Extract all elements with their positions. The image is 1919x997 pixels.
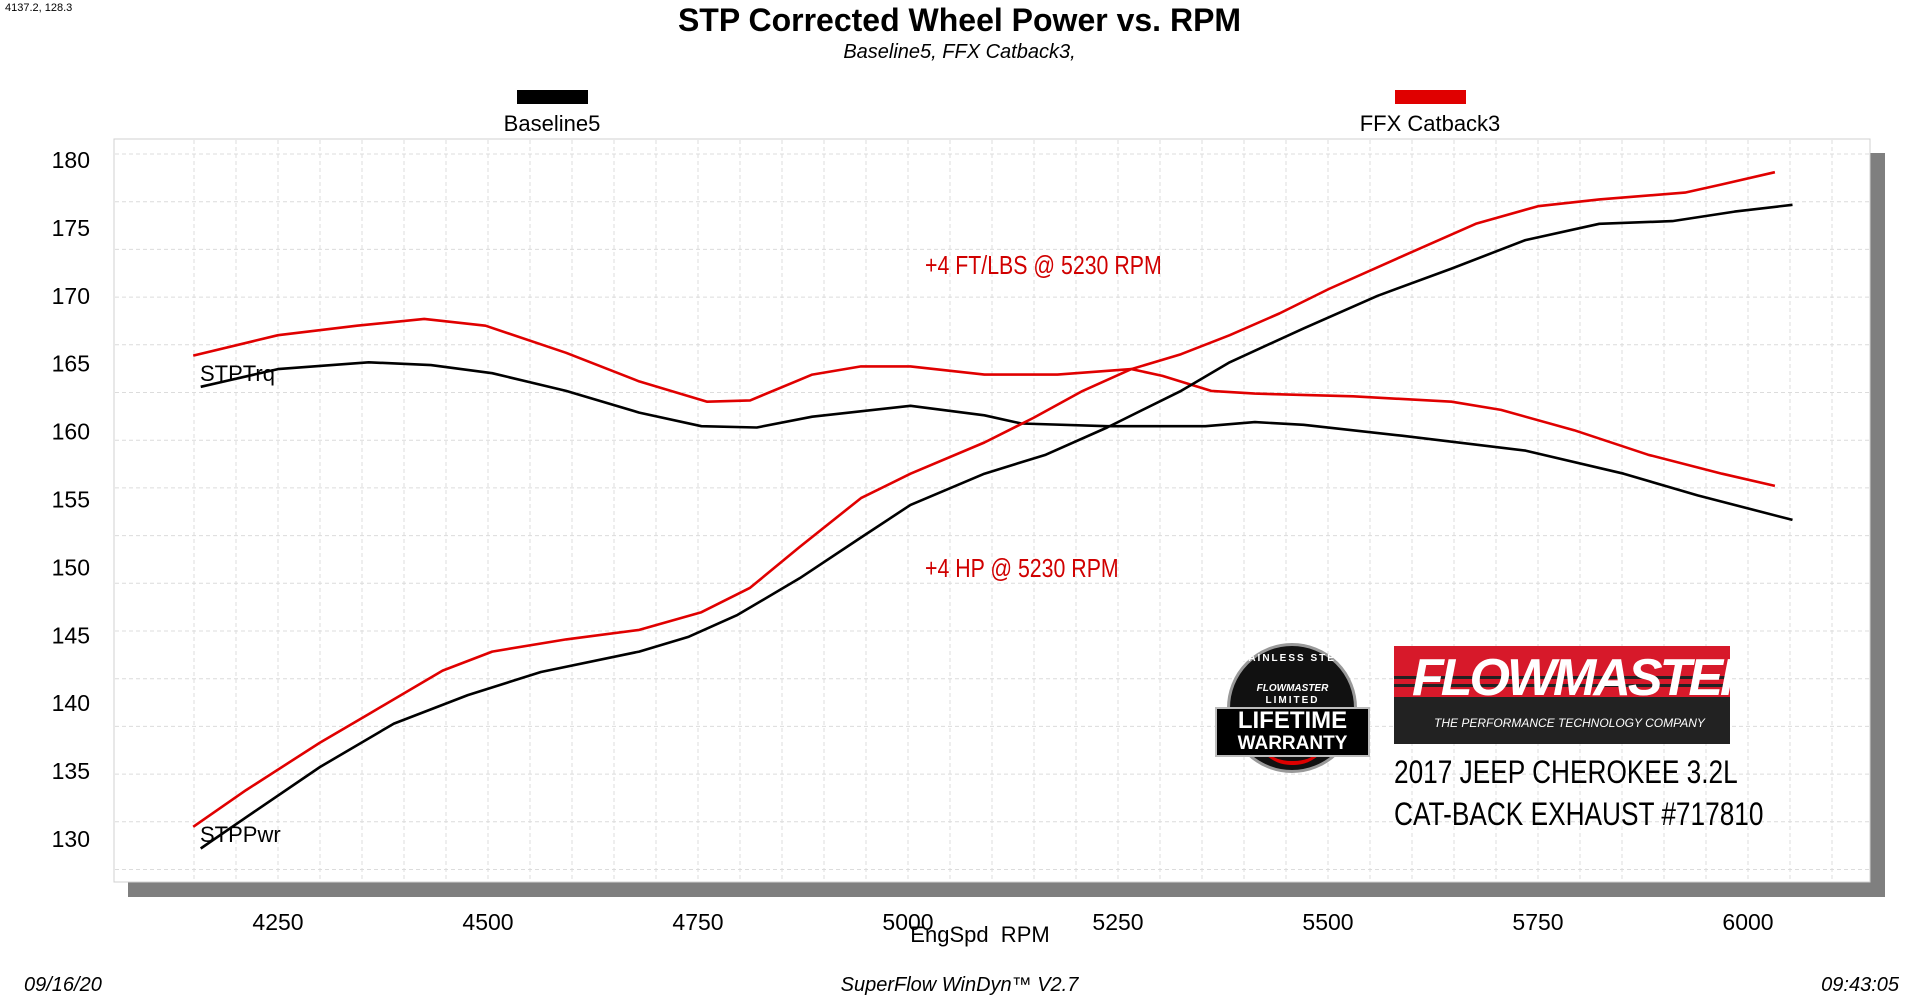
footer-date: 09/16/20 [24, 974, 102, 996]
x-tick-label: 5750 [1512, 909, 1563, 935]
x-tick-label: 4750 [672, 909, 723, 935]
badge-stainless: STAINLESS STEEL [1232, 653, 1353, 664]
flowmaster-logo: FLOWMASTER THE PERFORMANCE TECHNOLOGY CO… [1394, 646, 1730, 744]
y-tick-label: 140 [52, 690, 90, 716]
y-tick-label: 180 [52, 147, 90, 173]
y-tick-label: 145 [52, 622, 90, 648]
badge-brand: FLOWMASTER [1256, 683, 1329, 694]
product-label: CAT-BACK EXHAUST #717810 [1394, 796, 1764, 832]
flowmaster-wordmark: FLOWMASTER [1412, 649, 1730, 707]
torque-gain-annotation: +4 FT/LBS @ 5230 RPM [925, 250, 1214, 281]
lifetime-warranty-badge: FLOWMASTER LIMITED LIFETIME WARRANTY STA… [1215, 643, 1370, 773]
series-line-stptrq-ffx-catback3 [192, 317, 1776, 488]
x-tick-label: 5000 [882, 909, 933, 935]
legend-label-ffx: FFX Catback3 [1359, 111, 1501, 136]
torque-gain-text: +4 FT/LBS @ 5230 RPM [925, 250, 1162, 280]
curve-label-power: STPPwr [200, 822, 281, 847]
chart-title: STP Corrected Wheel Power vs. RPM [677, 2, 1242, 38]
power-gain-annotation: +4 HP @ 5230 RPM [925, 553, 1161, 584]
product-text: CAT-BACK EXHAUST #717810 [1394, 796, 1845, 833]
cursor-readout: 4137.2, 128.3 [5, 2, 73, 14]
curve-label-torque: STPTrq [200, 361, 275, 386]
flowmaster-tagline: THE PERFORMANCE TECHNOLOGY COMPANY [1434, 716, 1705, 730]
footer-software: SuperFlow WinDyn™ V2.7 [840, 974, 1079, 996]
legend-swatch-baseline [517, 90, 588, 104]
y-tick-label: 165 [52, 351, 90, 377]
y-tick-label: 155 [52, 487, 90, 513]
x-tick-label: 4250 [252, 909, 303, 935]
y-tick-label: 170 [52, 283, 90, 309]
badge-lifetime: LIFETIME [1237, 707, 1348, 734]
footer-time: 09:43:05 [1821, 974, 1899, 996]
series-line-stptrq-baseline5 [200, 360, 1793, 522]
y-tick-label: 135 [52, 758, 90, 784]
x-tick-label: 6000 [1722, 909, 1773, 935]
series-line-stppwr-baseline5 [199, 203, 1793, 850]
chart-subtitle: Baseline5, FFX Catback3, [843, 41, 1076, 63]
y-tick-label: 160 [52, 419, 90, 445]
badge-limited: LIMITED [1265, 695, 1320, 706]
vehicle-label: 2017 JEEP CHEROKEE 3.2L [1394, 754, 1738, 790]
series-line-stppwr-ffx-catback3 [192, 170, 1776, 828]
y-tick-label: 150 [52, 554, 90, 580]
vehicle-text: 2017 JEEP CHEROKEE 3.2L [1394, 754, 1813, 791]
legend-label-baseline: Baseline5 [503, 111, 601, 136]
plot-shadow-right [1870, 153, 1885, 897]
badge-warranty: WARRANTY [1237, 733, 1348, 754]
plot-shadow-bottom [128, 882, 1885, 897]
power-gain-text: +4 HP @ 5230 RPM [925, 553, 1119, 583]
x-tick-label: 5500 [1302, 909, 1353, 935]
y-tick-label: 175 [52, 215, 90, 241]
y-tick-label: 130 [52, 826, 90, 852]
x-tick-label: 5250 [1092, 909, 1143, 935]
legend-swatch-ffx [1395, 90, 1466, 104]
x-axis-label: EngSpd RPM [910, 922, 1049, 947]
x-tick-label: 4500 [462, 909, 513, 935]
